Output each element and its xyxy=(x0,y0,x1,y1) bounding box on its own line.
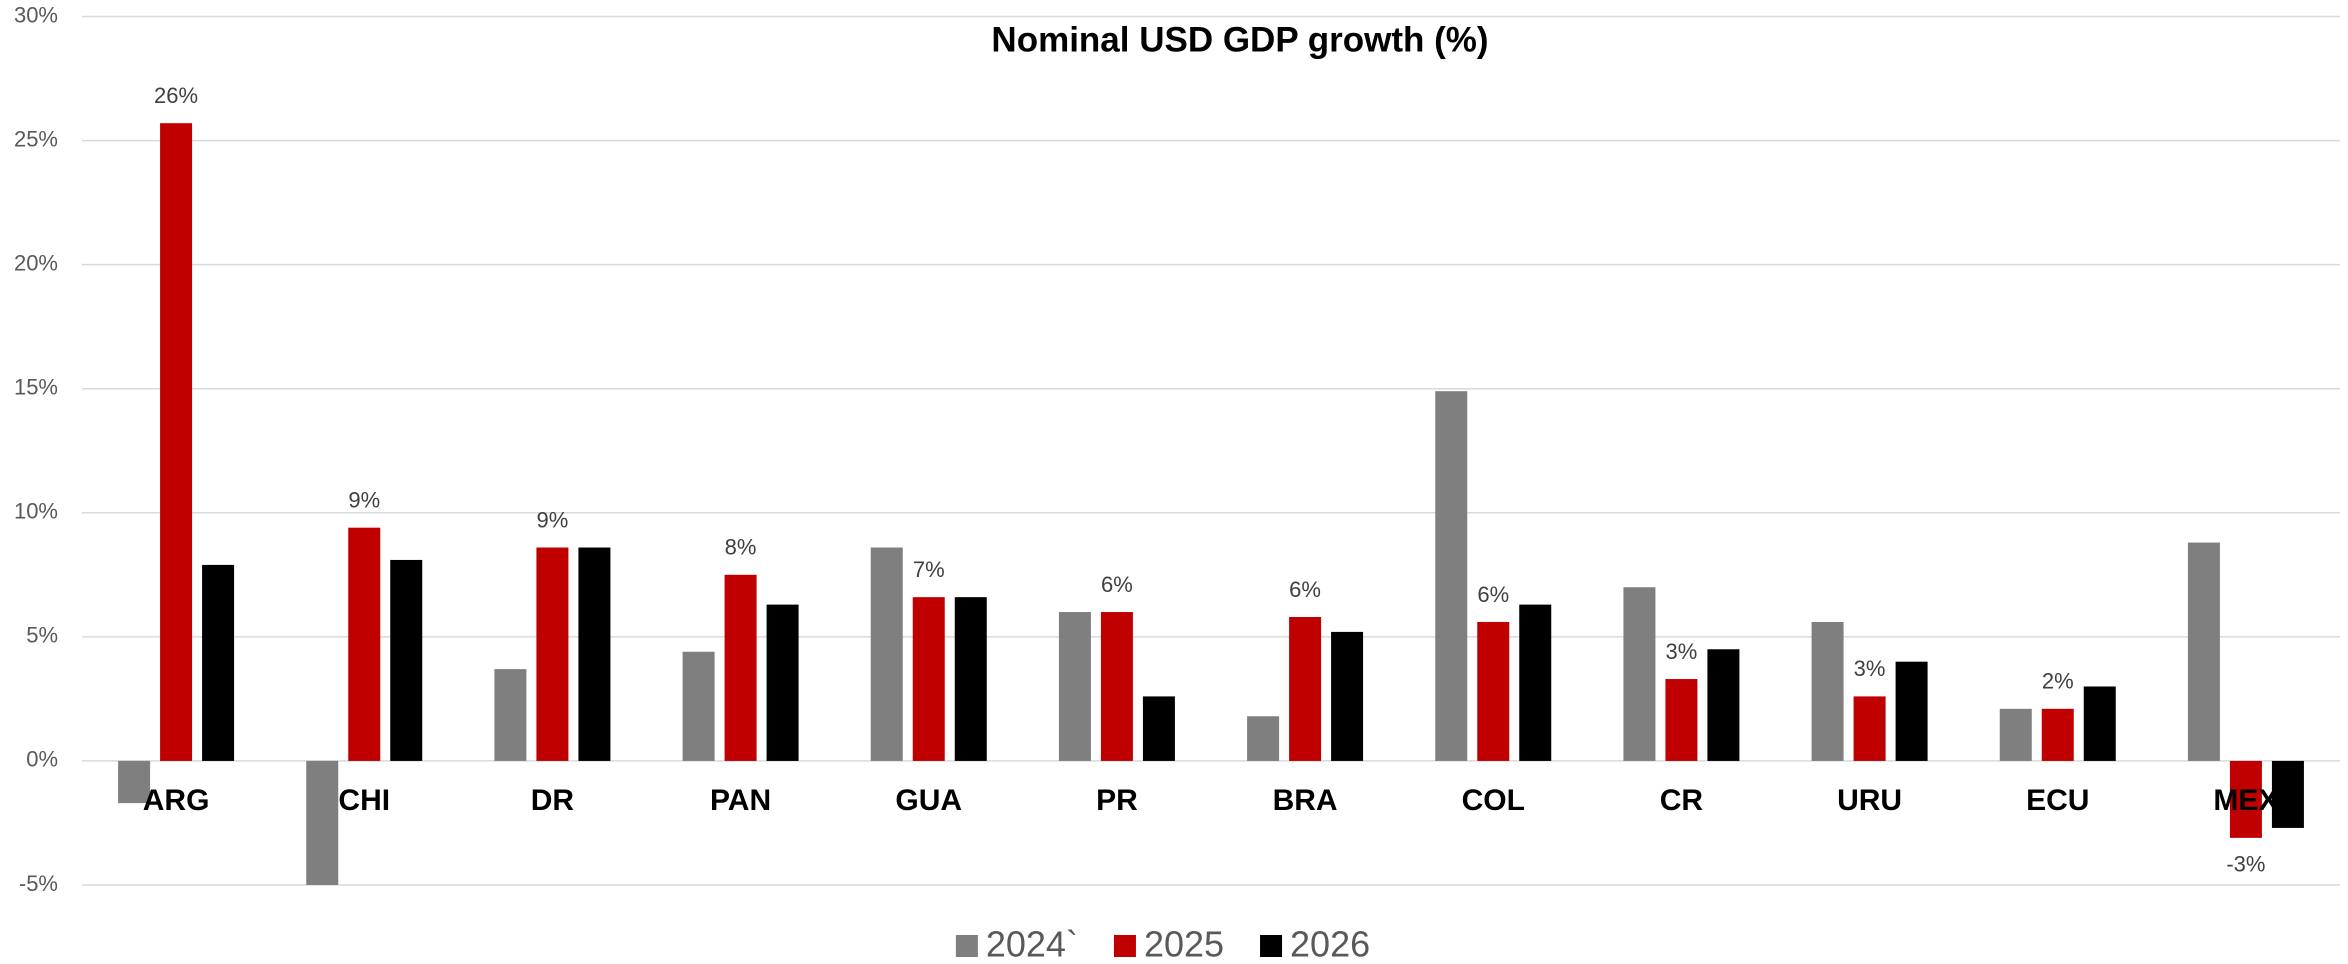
bar xyxy=(1707,649,1740,761)
y-tick-label: 25% xyxy=(14,126,58,151)
bar xyxy=(2229,760,2262,838)
bar xyxy=(912,597,945,761)
value-label: 2% xyxy=(2042,669,2074,694)
bar xyxy=(160,123,193,761)
bar xyxy=(390,559,423,761)
bar xyxy=(202,564,235,761)
x-tick-label: PAN xyxy=(710,784,771,817)
legend-swatch xyxy=(955,935,978,957)
y-tick-label: 20% xyxy=(14,250,58,275)
x-tick-label: MEX xyxy=(2213,784,2278,817)
y-tick-label: 10% xyxy=(14,499,58,524)
bar xyxy=(1142,696,1175,761)
legend-label: 2025 xyxy=(1144,924,1224,964)
bar xyxy=(724,574,757,761)
bar xyxy=(348,527,381,761)
bar xyxy=(1853,696,1886,761)
bar xyxy=(870,547,903,761)
bar xyxy=(1435,391,1468,761)
legend-swatch xyxy=(1113,935,1136,957)
bar xyxy=(682,651,715,761)
value-label: 26% xyxy=(154,83,198,108)
bar xyxy=(2041,708,2074,761)
bar xyxy=(954,597,987,761)
bar xyxy=(766,604,799,761)
value-label: 7% xyxy=(913,557,945,582)
value-label: 6% xyxy=(1101,572,1133,597)
legend-label: 2026 xyxy=(1290,924,1370,964)
bar xyxy=(2083,686,2116,761)
bar xyxy=(494,669,527,761)
value-label: 6% xyxy=(1477,582,1509,607)
bar xyxy=(1895,661,1928,761)
x-tick-label: URU xyxy=(1837,784,1902,817)
y-tick-label: 15% xyxy=(14,375,58,400)
bar xyxy=(1289,617,1322,761)
x-tick-label: GUA xyxy=(895,784,962,817)
bar xyxy=(118,760,151,804)
x-tick-label: DR xyxy=(531,784,575,817)
bar xyxy=(1100,612,1133,761)
bar xyxy=(2187,542,2220,761)
y-tick-label: 0% xyxy=(26,747,58,772)
bar xyxy=(1811,621,1844,761)
bar xyxy=(1623,587,1656,761)
value-label: -3% xyxy=(2226,852,2265,877)
legend-swatch xyxy=(1260,935,1283,957)
x-tick-label: PR xyxy=(1096,784,1138,817)
x-tick-label: CHI xyxy=(338,784,390,817)
bar xyxy=(1247,716,1280,761)
bar xyxy=(1519,604,1552,761)
x-tick-label: ECU xyxy=(2026,784,2089,817)
y-tick-label: -5% xyxy=(19,871,58,896)
x-tick-label: CR xyxy=(1660,784,1704,817)
value-label: 9% xyxy=(348,487,380,512)
bar xyxy=(578,547,611,761)
bar xyxy=(1058,612,1091,761)
x-tick-label: ARG xyxy=(143,784,210,817)
bar xyxy=(1665,679,1698,761)
bar xyxy=(1331,631,1364,761)
bar xyxy=(1999,708,2032,761)
y-tick-label: 5% xyxy=(26,623,58,648)
legend-label: 2024` xyxy=(986,924,1078,964)
value-label: 6% xyxy=(1289,577,1321,602)
bar xyxy=(536,547,569,761)
bar xyxy=(2271,760,2304,828)
x-tick-label: COL xyxy=(1462,784,1525,817)
value-label: 3% xyxy=(1666,639,1698,664)
y-tick-label: 30% xyxy=(14,2,58,27)
bar xyxy=(1477,621,1510,761)
value-label: 8% xyxy=(725,535,757,560)
chart-title: Nominal USD GDP growth (%) xyxy=(991,20,1488,59)
bar xyxy=(306,760,339,885)
x-tick-label: BRA xyxy=(1273,784,1338,817)
value-label: 3% xyxy=(1854,656,1886,681)
value-label: 9% xyxy=(537,507,569,532)
